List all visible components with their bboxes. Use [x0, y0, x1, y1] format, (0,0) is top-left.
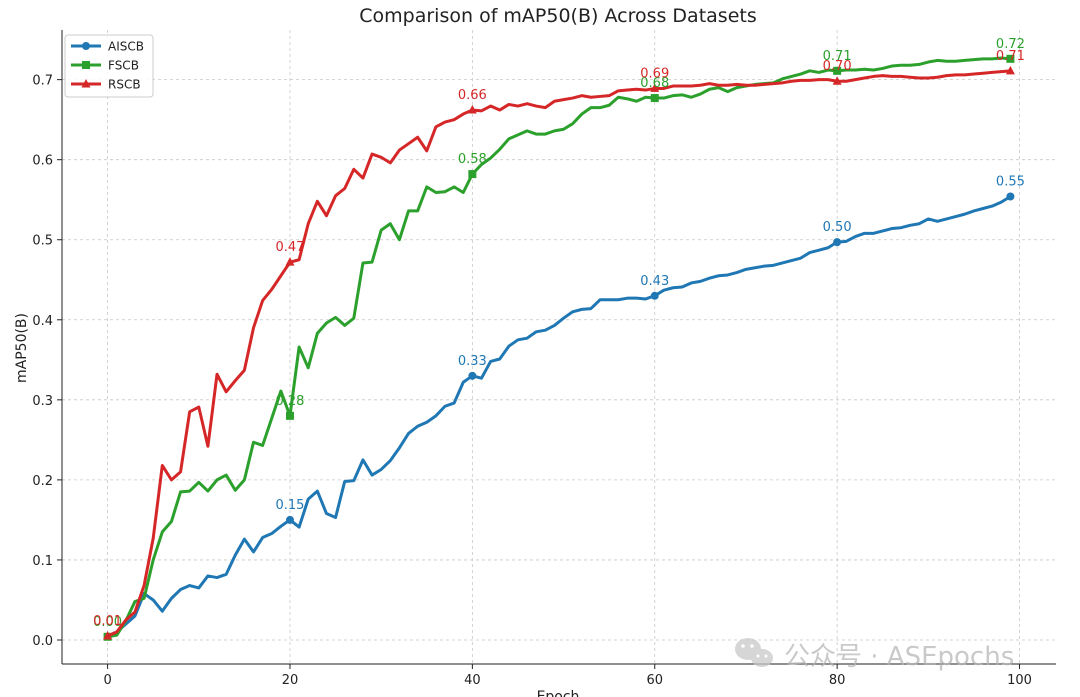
y-tick-label: 0.3 [32, 394, 53, 409]
wechat-logo-icon [735, 638, 773, 667]
legend-swatch-marker [82, 61, 90, 69]
series-aiscb [106, 192, 1015, 638]
legend-item-fscb: FSCB [71, 59, 139, 73]
legend-item-rscb: RSCB [71, 78, 141, 92]
y-axis-label: mAP50(B) [14, 313, 30, 383]
data-point-fscb [833, 66, 842, 75]
data-point-aiscb [1006, 192, 1015, 201]
data-point-aiscb [285, 515, 294, 524]
data-point-fscb [650, 94, 659, 103]
x-tick-label: 80 [829, 673, 846, 688]
y-tick-label: 0.2 [32, 474, 53, 489]
data-label-aiscb: 0.50 [823, 220, 852, 235]
data-label-fscb: 0.71 [823, 49, 852, 64]
grid-layer [62, 30, 1056, 664]
data-label-fscb: 0.28 [276, 394, 305, 409]
data-label-rscb: 0.01 [93, 614, 122, 629]
legend-swatch-marker [81, 79, 91, 88]
series-line-rscb [106, 69, 1012, 638]
x-axis-label: Epoch [537, 689, 580, 697]
x-tick-label: 60 [646, 673, 663, 688]
x-tick-label: 40 [464, 673, 481, 688]
y-tick-label: 0.5 [32, 234, 53, 249]
data-label-rscb: 0.47 [276, 240, 305, 255]
legend-label: RSCB [108, 78, 141, 92]
x-tick-label: 20 [282, 673, 299, 688]
data-point-fscb [285, 411, 294, 420]
data-label-aiscb: 0.33 [458, 354, 487, 369]
legend-swatch-marker [82, 42, 90, 50]
labels-layer: 0.15 0.33 0.43 0.50 0.55 0.00 0.28 0.58 0.68 0.71… [93, 37, 1025, 630]
y-tick-label: 0.4 [32, 314, 53, 329]
data-label-fscb: 0.58 [458, 152, 487, 167]
y-tick-label: 0.7 [32, 74, 53, 89]
legend-item-aiscb: AISCB [71, 40, 144, 54]
y-tick-label: 0.0 [32, 634, 53, 649]
y-tick-label: 0.1 [32, 554, 53, 569]
data-point-aiscb [468, 371, 477, 380]
data-point-rscb [1005, 65, 1015, 75]
axes-layer: 0 20 40 60 80 100 0.0 0.1 0.2 0.3 0.4 0.5 0.6 0.7 [32, 30, 1056, 688]
data-point-fscb [1006, 54, 1015, 63]
watermark-text: 公众号 · ASEpochs [784, 642, 1014, 672]
data-point-fscb [468, 170, 477, 179]
chart-title: Comparison of mAP50(B) Across Datasets [359, 5, 756, 27]
x-tick-label: 100 [1007, 673, 1032, 688]
y-tick-label: 0.6 [32, 154, 53, 169]
data-point-aiscb [650, 291, 659, 300]
watermark: 公众号 · ASEpochs [735, 638, 1014, 672]
series-line-aiscb [106, 195, 1012, 638]
series-rscb [103, 65, 1015, 640]
data-label-fscb: 0.72 [996, 37, 1025, 52]
data-label-rscb: 0.66 [458, 88, 487, 103]
series-fscb [103, 54, 1015, 641]
data-label-rscb: 0.69 [640, 66, 669, 81]
x-tick-label: 0 [103, 673, 111, 688]
legend-label: FSCB [108, 59, 139, 73]
legend-label: AISCB [108, 40, 144, 54]
data-point-rscb [650, 83, 660, 92]
data-point-rscb [285, 257, 295, 266]
series-line-fscb [106, 56, 1012, 639]
data-label-fscb: 0.00 [93, 615, 122, 630]
data-point-rscb [832, 76, 842, 85]
data-label-fscb: 0.68 [640, 76, 669, 91]
data-label-aiscb: 0.43 [640, 274, 669, 289]
data-point-rscb [467, 105, 477, 114]
data-point-rscb [103, 630, 113, 640]
data-label-rscb: 0.71 [996, 49, 1025, 64]
series-layer [103, 54, 1015, 641]
data-point-aiscb [833, 238, 842, 247]
legend: AISCB FSCB RSCB [64, 34, 154, 98]
data-label-rscb: 0.70 [823, 59, 852, 74]
legend-items: AISCB FSCB RSCB [71, 40, 144, 92]
data-label-aiscb: 0.55 [996, 175, 1025, 190]
data-label-aiscb: 0.15 [276, 498, 305, 513]
